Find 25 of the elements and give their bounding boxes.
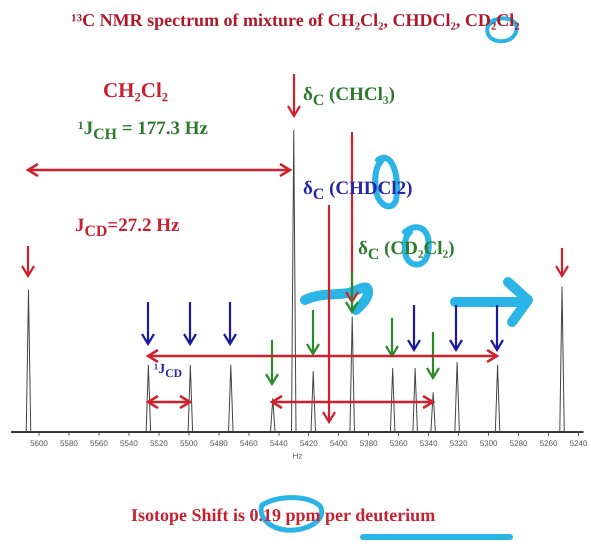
x-tick-label: 5360 [390,438,408,448]
x-tick-label: 5460 [240,438,258,448]
x-tick-label: 5600 [30,438,48,448]
x-tick-label: 5580 [60,438,78,448]
x-tick-label: 5520 [150,438,168,448]
x-tick-label: 5440 [270,438,288,448]
text: CH₂Cl₂ [103,78,168,103]
annotation: ¹J$_{CD}$ [154,362,182,380]
annotation: ¹J$_{CH}$ = 177.3 Hz [78,118,208,144]
x-tick-label: 5500 [180,438,198,448]
x-tick-label: 5300 [480,438,498,448]
x-tick-label: 5540 [120,438,138,448]
x-tick-label: 5320 [450,438,468,448]
annotation: J$_{CD}$=27.2 Hz [75,215,180,241]
x-axis-title: Hz [292,451,302,460]
x-tick-label: 5380 [360,438,378,448]
x-tick-label: 5240 [570,438,588,448]
x-tick-label: 5340 [420,438,438,448]
x-tick-label: 5480 [210,438,228,448]
x-tick-label: 5260 [540,438,558,448]
x-tick-label: 5420 [300,438,318,448]
text: δ$_{C}$ (CHCl₃) [303,84,395,110]
x-tick-label: 5560 [90,438,108,448]
x-tick-label: 5400 [330,438,348,448]
x-tick-label: 5280 [510,438,528,448]
